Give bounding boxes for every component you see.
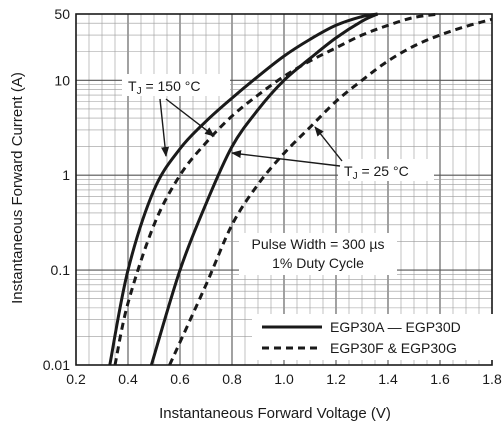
legend-label-dashed: EGP30F & EGP30G [330, 340, 457, 356]
tj-25-label: TJ = 25 °C [344, 163, 409, 182]
curves [108, 12, 493, 366]
x-tick-label: 1.0 [274, 371, 294, 387]
series-line-dashed-tj150 [113, 12, 441, 366]
y-tick-label: 0.01 [43, 357, 70, 373]
grid-lines [75, 13, 493, 366]
tick-labels: 0.2 0.4 0.6 0.8 1.0 1.2 1.4 1.6 1.8 0.01 0.1 1 10 50 [43, 6, 502, 387]
legend-label-solid: EGP30A — EGP30D [330, 319, 461, 335]
duty-cycle-text: 1% Duty Cycle [272, 255, 364, 271]
tj-150-arrow-dashed [165, 98, 215, 137]
plot-frame [75, 13, 493, 366]
tj-150-annotation: TJ = 150 °C [122, 74, 230, 157]
y-tick-label: 50 [54, 6, 70, 22]
x-tick-label: 0.2 [66, 371, 86, 387]
y-axis-title: Instantaneous Forward Current (A) [9, 72, 26, 304]
tj-150-arrow-solid [159, 98, 170, 157]
x-tick-label: 0.6 [170, 371, 190, 387]
x-tick-label: 1.4 [378, 371, 398, 387]
pulse-width-text: Pulse Width = 300 µs [252, 236, 385, 252]
tj-150-label-bg [122, 74, 230, 96]
x-tick-label: 1.8 [482, 371, 502, 387]
x-tick-label: 1.2 [326, 371, 346, 387]
tj-25-label-bg [338, 159, 434, 181]
tj-25-annotation: TJ = 25 °C [231, 126, 434, 182]
x-tick-label: 1.6 [430, 371, 450, 387]
series-line-solid-tj150 [108, 12, 378, 366]
x-tick-label: 0.8 [222, 371, 242, 387]
y-tick-label: 1 [62, 167, 70, 183]
legend-bg [252, 314, 496, 360]
x-tick-label: 0.4 [118, 371, 138, 387]
pulse-label-bg [239, 233, 397, 275]
pulse-annotation: Pulse Width = 300 µs 1% Duty Cycle [239, 233, 397, 275]
y-tick-label: 10 [54, 72, 70, 88]
y-tick-label: 0.1 [51, 262, 71, 278]
series-line-dashed-tj25 [168, 17, 493, 366]
tj-25-arrow-solid [231, 150, 341, 167]
legend: EGP30A — EGP30D EGP30F & EGP30G [252, 314, 496, 360]
series-line-solid-tj25 [149, 12, 379, 366]
tj-25-arrow-dashed [314, 126, 343, 162]
x-axis-title: Instantaneous Forward Voltage (V) [159, 405, 391, 422]
tj-150-label: TJ = 150 °C [128, 78, 200, 97]
